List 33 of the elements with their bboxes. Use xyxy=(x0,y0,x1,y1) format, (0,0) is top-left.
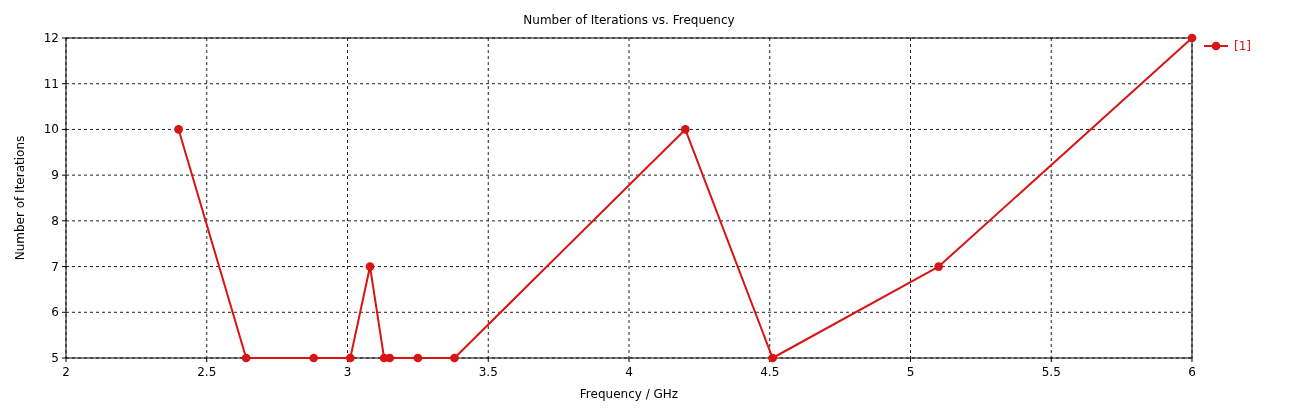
x-tick-label: 5.5 xyxy=(1041,365,1061,379)
y-tick-label: 9 xyxy=(51,168,59,183)
x-tick-label: 2 xyxy=(62,365,70,379)
point xyxy=(413,353,423,363)
point xyxy=(680,125,690,134)
point xyxy=(934,262,944,271)
y-tick-label: 11 xyxy=(43,76,59,91)
y-axis-title: Number of Iterations xyxy=(13,135,27,261)
y-tick-label: 5 xyxy=(51,351,59,365)
x-tick-label: 4 xyxy=(625,365,633,379)
y-tick-label: 8 xyxy=(51,213,59,228)
point xyxy=(450,353,459,363)
point xyxy=(309,353,319,363)
x-tick-label: 5 xyxy=(906,365,915,379)
y-tick-label: 7 xyxy=(51,259,59,274)
x-axis-title: Frequency / GHz xyxy=(579,387,679,401)
y-tick-label: 12 xyxy=(43,31,59,45)
point xyxy=(1187,33,1197,43)
x-tick-label: 3.5 xyxy=(478,365,498,379)
y-tick-label: 6 xyxy=(51,305,59,320)
point xyxy=(345,353,355,363)
x-tick-label: 6 xyxy=(1188,365,1196,379)
point xyxy=(385,353,395,363)
point xyxy=(174,125,183,134)
chart-title: Number of Iterations vs. Frequency xyxy=(523,13,735,27)
legend-label: [1] xyxy=(1234,39,1251,53)
point xyxy=(768,353,777,363)
x-tick-label: 4.5 xyxy=(760,365,780,379)
point xyxy=(241,353,251,363)
y-tick-label: 10 xyxy=(43,122,59,137)
x-tick-label: 2.5 xyxy=(197,365,217,379)
x-tick-label: 3 xyxy=(343,365,352,379)
point xyxy=(365,262,375,271)
